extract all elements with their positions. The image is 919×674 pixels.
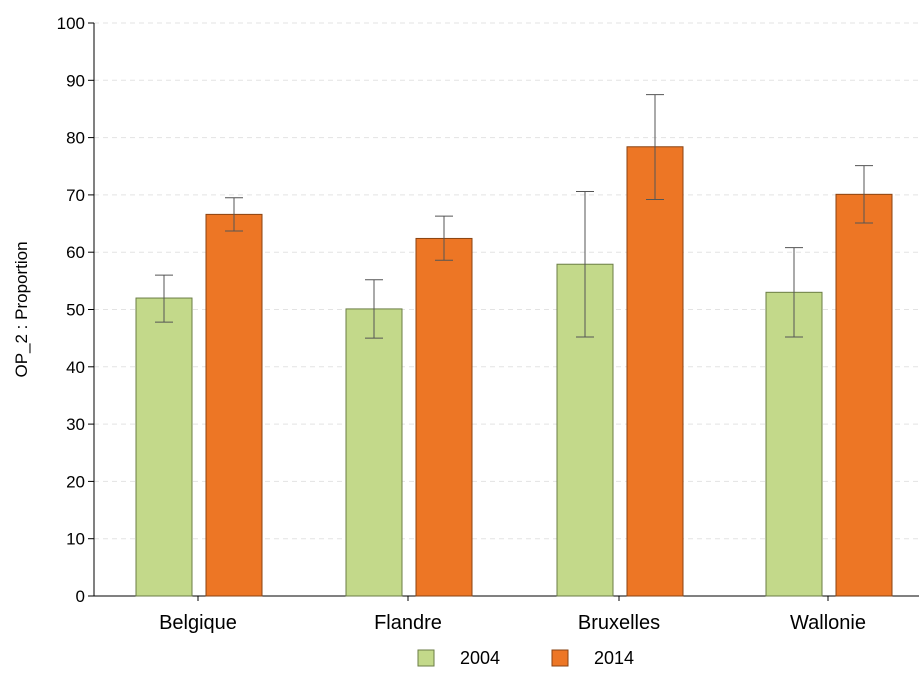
error-bars: [155, 94, 873, 339]
category-label: Belgique: [159, 612, 237, 634]
legend-label: 2004: [460, 648, 500, 668]
error-bar: [855, 165, 873, 224]
error-bar: [365, 279, 383, 339]
y-tick-label: 20: [66, 472, 85, 491]
y-tick-label: 80: [66, 129, 85, 148]
legend-item-2014: 2014: [551, 648, 634, 668]
category-label: Bruxelles: [578, 612, 660, 634]
y-tick-label: 60: [66, 243, 85, 262]
error-bar: [646, 94, 664, 200]
y-tick-label: 100: [57, 14, 85, 33]
y-tick-label: 40: [66, 358, 85, 377]
category-label: Flandre: [374, 612, 442, 634]
bar-2014-wallonie: [835, 193, 893, 597]
y-tick-label: 0: [76, 587, 85, 606]
bars: [135, 146, 893, 597]
bar-2004-wallonie: [765, 291, 823, 597]
y-axis-title: OP_2 : Proportion: [12, 241, 31, 377]
y-tick-label: 90: [66, 71, 85, 90]
y-tick-label: 10: [66, 530, 85, 549]
error-bar: [435, 215, 453, 261]
error-bar: [576, 190, 594, 338]
bar-2014-belgique: [205, 213, 263, 597]
y-tick-label: 30: [66, 415, 85, 434]
error-bar: [225, 197, 243, 232]
error-bar: [785, 247, 803, 338]
legend-swatch: [551, 649, 569, 667]
legend-swatch: [417, 649, 435, 667]
legend-label: 2014: [594, 648, 634, 668]
legend-item-2004: 2004: [417, 648, 500, 668]
y-tick-label: 50: [66, 301, 85, 320]
y-tick-labels: 0 10 20 30 40 50 60 70 80 90 100: [57, 14, 94, 606]
bar-2014-flandre: [415, 237, 473, 597]
bar-2004-belgique: [135, 297, 193, 597]
legend: 2004 2014: [417, 648, 634, 668]
category-labels: Belgique Flandre Bruxelles Wallonie: [159, 596, 866, 634]
bar-2014-bruxelles: [626, 146, 684, 597]
category-label: Wallonie: [790, 612, 866, 634]
error-bar: [155, 274, 173, 323]
bar-2004-flandre: [345, 308, 403, 597]
y-tick-label: 70: [66, 186, 85, 205]
